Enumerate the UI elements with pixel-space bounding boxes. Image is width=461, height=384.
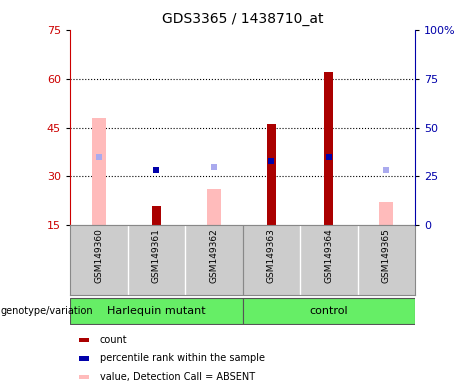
Bar [70, 298, 242, 324]
Text: value, Detection Call = ABSENT: value, Detection Call = ABSENT [100, 372, 255, 382]
Text: control: control [309, 306, 348, 316]
Bar [267, 124, 276, 225]
Text: percentile rank within the sample: percentile rank within the sample [100, 353, 265, 363]
Text: GSM149364: GSM149364 [324, 228, 333, 283]
Text: GSM149365: GSM149365 [382, 228, 391, 283]
Bar [325, 72, 333, 225]
Text: GSM149363: GSM149363 [267, 228, 276, 283]
Bar [207, 189, 221, 225]
Bar [92, 118, 106, 225]
Text: GSM149361: GSM149361 [152, 228, 161, 283]
Text: GSM149360: GSM149360 [94, 228, 103, 283]
Text: Harlequin mutant: Harlequin mutant [107, 306, 206, 316]
Text: genotype/variation: genotype/variation [1, 306, 94, 316]
Bar [152, 205, 160, 225]
Bar [242, 298, 415, 324]
Title: GDS3365 / 1438710_at: GDS3365 / 1438710_at [162, 12, 323, 26]
Text: count: count [100, 335, 128, 345]
Text: GSM149362: GSM149362 [209, 228, 218, 283]
Bar [379, 202, 393, 225]
